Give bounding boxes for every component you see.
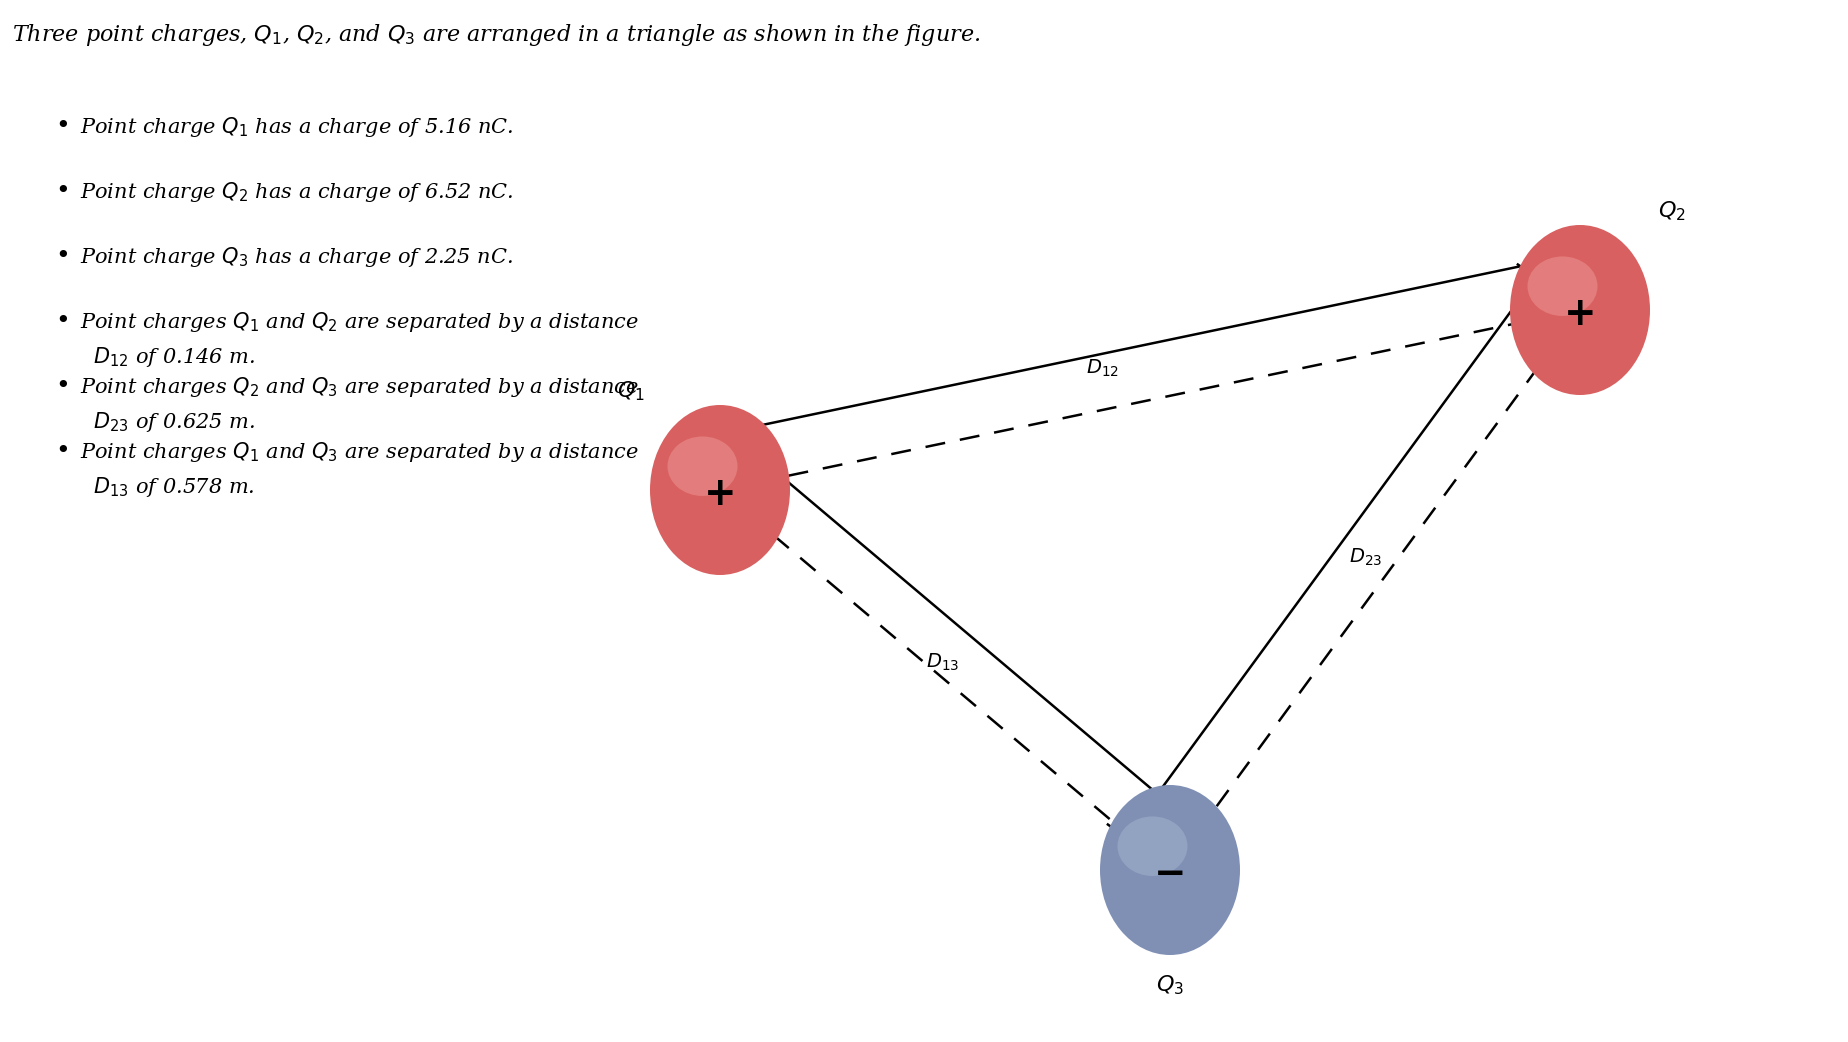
- Text: Three point charges, $Q_1$, $Q_2$, and $Q_3$ are arranged in a triangle as shown: Three point charges, $Q_1$, $Q_2$, and $…: [11, 22, 979, 48]
- Text: $Q_3$: $Q_3$: [1155, 973, 1183, 996]
- Text: Point charges $Q_1$ and $Q_3$ are separated by a distance
  $D_{13}$ of 0.578 m.: Point charges $Q_1$ and $Q_3$ are separa…: [79, 440, 639, 499]
- Ellipse shape: [1526, 256, 1597, 316]
- Text: $Q_2$: $Q_2$: [1658, 199, 1685, 223]
- Text: •: •: [55, 311, 70, 333]
- Text: •: •: [55, 245, 70, 268]
- Ellipse shape: [667, 437, 737, 496]
- Ellipse shape: [650, 405, 789, 575]
- Text: +: +: [1563, 295, 1595, 333]
- Text: Point charges $Q_2$ and $Q_3$ are separated by a distance
  $D_{23}$ of 0.625 m.: Point charges $Q_2$ and $Q_3$ are separa…: [79, 375, 639, 433]
- Ellipse shape: [1116, 817, 1186, 876]
- Text: Point charges $Q_1$ and $Q_2$ are separated by a distance
  $D_{12}$ of 0.146 m.: Point charges $Q_1$ and $Q_2$ are separa…: [79, 311, 639, 369]
- Text: •: •: [55, 440, 70, 463]
- Text: −: −: [1153, 855, 1186, 893]
- Text: Point charge $Q_1$ has a charge of 5.16 nC.: Point charge $Q_1$ has a charge of 5.16 …: [79, 115, 514, 139]
- Text: •: •: [55, 375, 70, 398]
- Text: +: +: [704, 475, 736, 513]
- Text: $D_{23}$: $D_{23}$: [1347, 547, 1380, 568]
- Text: •: •: [55, 115, 70, 138]
- Ellipse shape: [1100, 785, 1240, 956]
- Text: $D_{13}$: $D_{13}$: [926, 652, 959, 673]
- Text: $D_{12}$: $D_{12}$: [1085, 358, 1118, 379]
- Text: •: •: [55, 180, 70, 203]
- Text: $Q_1$: $Q_1$: [617, 379, 645, 403]
- Ellipse shape: [1510, 225, 1648, 395]
- Text: Point charge $Q_3$ has a charge of 2.25 nC.: Point charge $Q_3$ has a charge of 2.25 …: [79, 245, 512, 269]
- Text: Point charge $Q_2$ has a charge of 6.52 nC.: Point charge $Q_2$ has a charge of 6.52 …: [79, 180, 514, 204]
